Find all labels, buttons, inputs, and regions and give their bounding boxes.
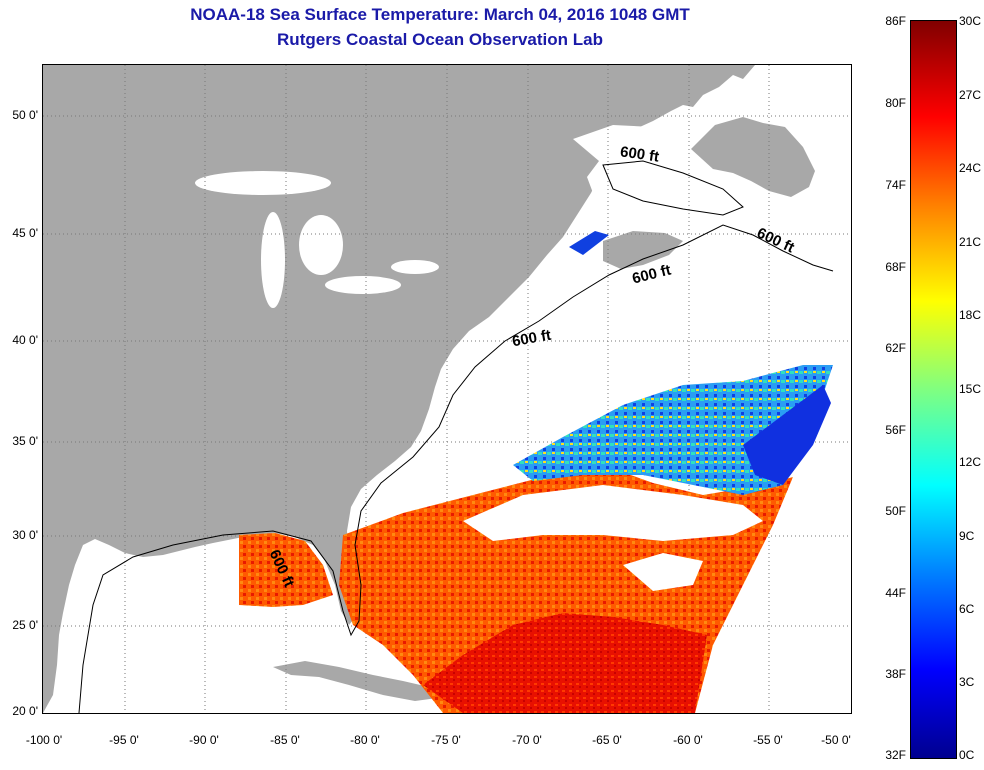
lake-michigan [261,212,285,308]
land-cuba [273,661,445,701]
lon-tick-label: -90 0' [189,733,219,747]
lake-erie [325,276,401,294]
colorbar-f-label: 86F [885,14,906,28]
lon-tick-label: -95 0' [109,733,139,747]
colorbar-f-label: 38F [885,667,906,681]
lat-tick-label: 50 0' [12,108,38,122]
lat-tick-label: 40 0' [12,333,38,347]
map-subtitle: Rutgers Coastal Ocean Observation Lab [277,30,603,49]
colorbar-f-label: 32F [885,748,906,762]
isobath-600ft [602,160,744,216]
cloud-cover [623,553,703,591]
colorbar-c-label: 27C [959,88,982,102]
lon-tick-label: -60 0' [673,733,703,747]
lake-superior [195,171,331,195]
map-canvas [43,65,851,713]
colorbar-c-label: 21C [959,235,982,249]
colorbar-c-label: 6C [959,602,975,616]
temperature-colorbar [910,20,957,759]
cloud-cover [463,485,763,541]
colorbar-f-label: 62F [885,341,906,355]
lat-tick-label: 35 0' [12,434,38,448]
sst-swath-cold [743,385,831,485]
lon-tick-label: -75 0' [431,733,461,747]
colorbar-c-label: 15C [959,382,982,396]
lon-tick-label: -85 0' [270,733,300,747]
lon-tick-label: -100 0' [25,733,63,747]
sst-map [42,64,852,714]
lon-tick-label: -55 0' [753,733,783,747]
colorbar-c-label: 18C [959,308,982,322]
colorbar-f-label: 50F [885,504,906,518]
lon-tick-label: -70 0' [512,733,542,747]
colorbar-c-label: 3C [959,675,975,689]
colorbar-c-label: 24C [959,161,982,175]
colorbar-c-label: 0C [959,748,975,762]
lake-huron [299,215,343,275]
sst-swath-gulf [239,533,333,607]
lat-tick-label: 45 0' [12,226,38,240]
gulf-st-lawrence [573,125,693,205]
colorbar-f-label: 80F [885,96,906,110]
lon-tick-label: -50 0' [821,733,851,747]
lon-tick-label: -65 0' [592,733,622,747]
lat-tick-label: 30 0' [12,528,38,542]
cold-patch [569,231,609,255]
land-nova-scotia [603,231,683,269]
isobath-600ft [78,224,834,713]
colorbar-c-label: 9C [959,529,975,543]
map-title: NOAA-18 Sea Surface Temperature: March 0… [190,5,690,24]
colorbar-f-label: 56F [885,423,906,437]
land-newfoundland [691,117,815,197]
lake-ontario [391,260,439,274]
colorbar-f-label: 44F [885,586,906,600]
colorbar-f-label: 74F [885,178,906,192]
land-north-america [43,65,755,713]
colorbar-c-label: 12C [959,455,982,469]
lat-tick-label: 25 0' [12,618,38,632]
sst-swath-hot [423,613,707,713]
colorbar-c-label: 30C [959,14,982,28]
colorbar-f-label: 68F [885,260,906,274]
lon-tick-label: -80 0' [350,733,380,747]
lat-tick-label: 20 0' [12,704,38,718]
